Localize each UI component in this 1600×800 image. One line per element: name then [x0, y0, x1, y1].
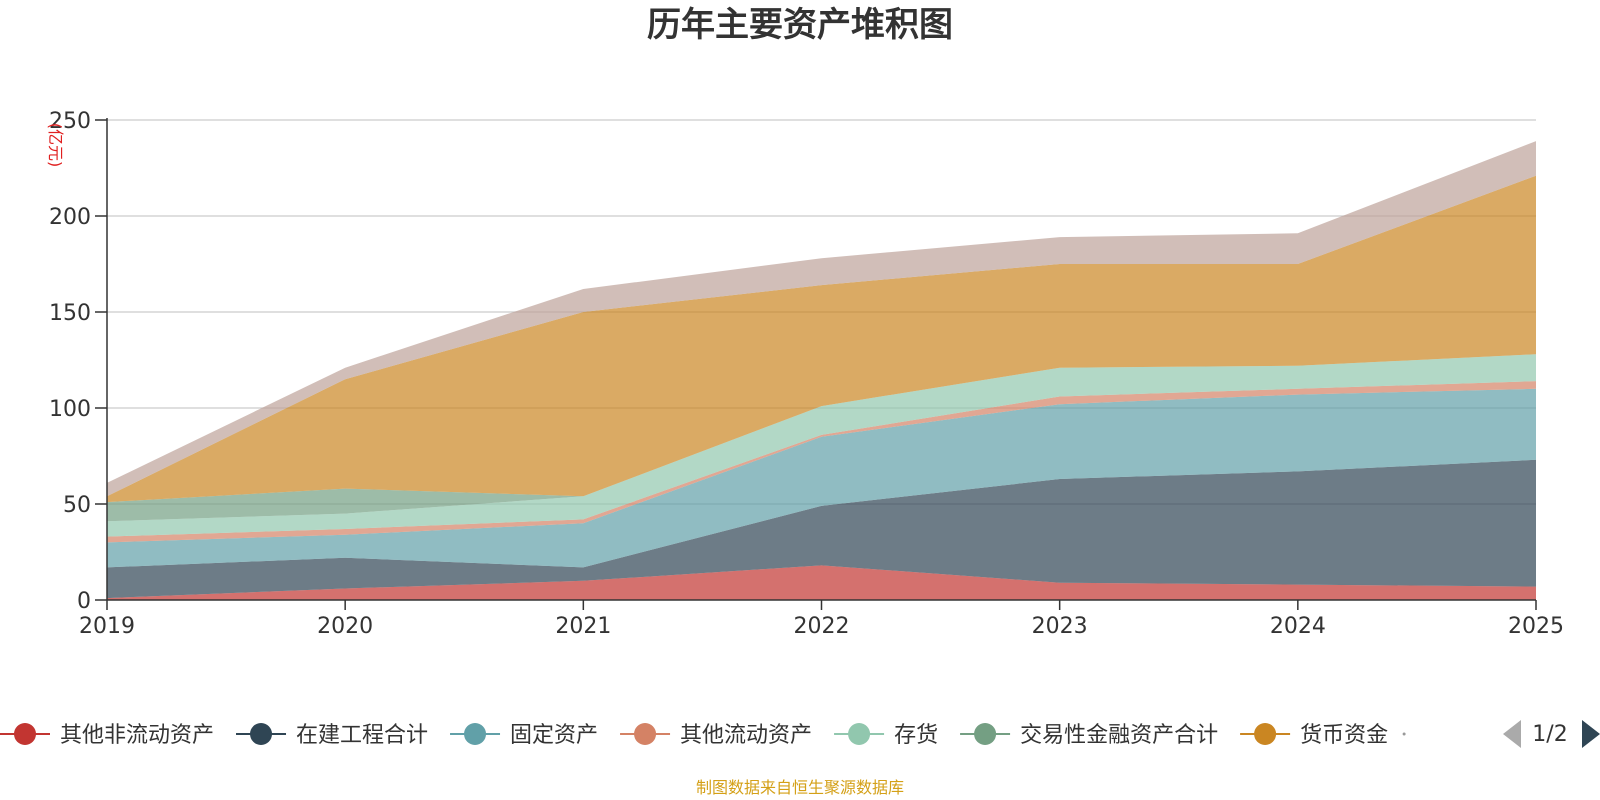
- legend-item[interactable]: 存货: [834, 723, 938, 748]
- legend-label: 其他非流动资产: [60, 723, 214, 748]
- chart-title: 历年主要资产堆积图: [647, 5, 953, 45]
- x-tick-label: 2024: [1270, 614, 1326, 639]
- legend-label: 其他流动资产: [680, 723, 812, 748]
- x-tick-label: 2019: [79, 614, 135, 639]
- legend-item[interactable]: 交易性金融资产合计: [960, 723, 1218, 748]
- legend-next-page-icon[interactable]: [1582, 720, 1600, 748]
- y-tick-label: 0: [77, 589, 91, 614]
- legend[interactable]: 其他非流动资产 在建工程合计 固定资产 其他流动资产 存货 交易性金融资产合计 货币资金 1/…: [0, 720, 1600, 748]
- legend-marker: [250, 723, 273, 745]
- y-axis-unit-label: (亿元): [46, 123, 65, 168]
- legend-item[interactable]: 货币资金: [1240, 723, 1388, 748]
- legend-marker: [464, 723, 487, 745]
- legend-item[interactable]: 在建工程合计: [236, 723, 428, 748]
- area-series-5[interactable]: [107, 354, 1536, 522]
- legend-marker: [848, 723, 871, 745]
- legend-marker: [634, 723, 657, 745]
- area-series-1[interactable]: [107, 459, 1536, 599]
- legend-label: 交易性金融资产合计: [1020, 723, 1218, 748]
- legend-label: 存货: [894, 723, 938, 748]
- y-tick-label: 250: [49, 109, 91, 134]
- y-tick-label: 200: [49, 205, 91, 230]
- x-tick-label: 2021: [555, 614, 611, 639]
- y-tick-label: 50: [63, 493, 91, 518]
- legend-prev-page-icon[interactable]: [1503, 720, 1521, 748]
- x-tick-label: 2020: [317, 614, 373, 639]
- legend-label: 固定资产: [510, 723, 598, 748]
- y-tick-label: 100: [49, 397, 91, 422]
- x-tick-label: 2025: [1508, 614, 1564, 639]
- legend-label: 在建工程合计: [296, 723, 428, 748]
- legend-item[interactable]: 其他流动资产: [620, 723, 812, 748]
- area-series-4[interactable]: [107, 354, 1536, 537]
- area-series-0[interactable]: [107, 565, 1536, 600]
- area-layer: [107, 141, 1536, 600]
- legend-marker: [14, 723, 36, 745]
- source-note: 制图数据来自恒生聚源数据库: [695, 778, 904, 797]
- legend-label: 货币资金: [1300, 723, 1388, 748]
- legend-item[interactable]: 其他非流动资产: [0, 723, 214, 748]
- area-series-6[interactable]: [107, 175, 1536, 503]
- legend-marker: [974, 723, 997, 745]
- y-tick-label: 150: [49, 301, 91, 326]
- legend-marker: [1254, 723, 1277, 745]
- legend-overflow-dot: [1402, 732, 1406, 736]
- legend-page-indicator: 1/2: [1532, 722, 1567, 747]
- axis-layer: 0 50 100 150 200 250 2019 2020 2021 2022 2023 2024 2…: [49, 109, 1564, 639]
- legend-item[interactable]: 固定资产: [450, 723, 598, 748]
- x-tick-label: 2022: [794, 614, 850, 639]
- x-tick-label: 2023: [1032, 614, 1088, 639]
- area-series-2[interactable]: [107, 388, 1536, 568]
